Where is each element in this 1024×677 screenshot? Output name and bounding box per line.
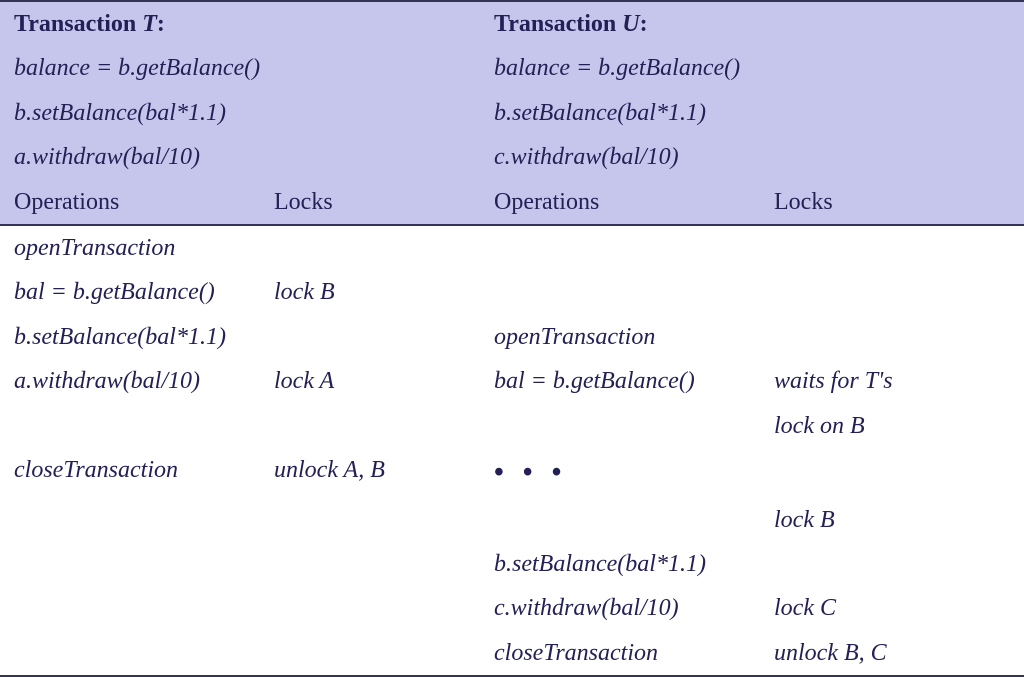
table-body: openTransactionbal = b.getBalance()lock …	[0, 225, 1024, 676]
code-t-3: a.withdraw(bal/10)	[0, 135, 480, 179]
cell-u-op	[480, 270, 760, 314]
header-u-var: U	[622, 11, 639, 37]
subheader-row: Operations Locks Operations Locks	[0, 180, 1024, 225]
header-t-var: T	[142, 11, 157, 37]
code-row-2: b.setBalance(bal*1.1) b.setBalance(bal*1…	[0, 91, 1024, 135]
cell-t-op	[0, 498, 260, 542]
cell-u-op	[480, 225, 760, 270]
cell-u-op: • • •	[480, 448, 760, 498]
header-u-suffix: :	[640, 11, 648, 37]
cell-t-lock	[260, 315, 480, 359]
header-u-prefix: Transaction	[494, 11, 622, 37]
cell-t-op	[0, 586, 260, 630]
table-row: lock B	[0, 498, 1024, 542]
table-row: bal = b.getBalance()lock B	[0, 270, 1024, 314]
cell-u-lock: waits for T's	[760, 359, 1024, 403]
cell-u-lock	[760, 542, 1024, 586]
code-t-2: b.setBalance(bal*1.1)	[0, 91, 480, 135]
table-row: a.withdraw(bal/10)lock Abal = b.getBalan…	[0, 359, 1024, 403]
subheader-u-ops: Operations	[480, 180, 760, 225]
code-t-1: balance = b.getBalance()	[0, 46, 480, 90]
cell-t-lock	[260, 404, 480, 448]
cell-t-lock	[260, 542, 480, 586]
cell-u-lock: unlock B, C	[760, 631, 1024, 676]
cell-t-lock	[260, 498, 480, 542]
cell-u-op: closeTransaction	[480, 631, 760, 676]
cell-u-lock	[760, 448, 1024, 498]
code-u-3: c.withdraw(bal/10)	[480, 135, 1024, 179]
code-u-1: balance = b.getBalance()	[480, 46, 1024, 90]
cell-t-op	[0, 404, 260, 448]
cell-u-lock: lock C	[760, 586, 1024, 630]
header-t-suffix: :	[157, 11, 165, 37]
cell-u-op: bal = b.getBalance()	[480, 359, 760, 403]
table-row: b.setBalance(bal*1.1)	[0, 542, 1024, 586]
cell-u-op	[480, 404, 760, 448]
code-u-2: b.setBalance(bal*1.1)	[480, 91, 1024, 135]
cell-u-lock: lock B	[760, 498, 1024, 542]
code-row-1: balance = b.getBalance() balance = b.get…	[0, 46, 1024, 90]
header-t-prefix: Transaction	[14, 11, 142, 37]
subheader-t-ops: Operations	[0, 180, 260, 225]
cell-t-op	[0, 631, 260, 676]
cell-u-lock	[760, 225, 1024, 270]
header-row: Transaction T: Transaction U:	[0, 1, 1024, 46]
cell-u-lock	[760, 270, 1024, 314]
cell-t-op: b.setBalance(bal*1.1)	[0, 315, 260, 359]
table-row: lock on B	[0, 404, 1024, 448]
table-container: Transaction T: Transaction U: balance = …	[0, 0, 1024, 667]
table-row: closeTransactionunlock B, C	[0, 631, 1024, 676]
cell-t-op: a.withdraw(bal/10)	[0, 359, 260, 403]
cell-t-lock: unlock A, B	[260, 448, 480, 498]
cell-t-lock: lock A	[260, 359, 480, 403]
cell-t-lock	[260, 225, 480, 270]
cell-t-op: closeTransaction	[0, 448, 260, 498]
cell-u-op: b.setBalance(bal*1.1)	[480, 542, 760, 586]
cell-u-lock: lock on B	[760, 404, 1024, 448]
header-u: Transaction U:	[480, 1, 1024, 46]
cell-t-op	[0, 542, 260, 586]
cell-t-op: openTransaction	[0, 225, 260, 270]
cell-t-lock: lock B	[260, 270, 480, 314]
cell-u-op: c.withdraw(bal/10)	[480, 586, 760, 630]
transaction-table: Transaction T: Transaction U: balance = …	[0, 0, 1024, 677]
table-row: c.withdraw(bal/10)lock C	[0, 586, 1024, 630]
table-row: b.setBalance(bal*1.1) openTransaction	[0, 315, 1024, 359]
cell-u-op: openTransaction	[480, 315, 760, 359]
subheader-t-locks: Locks	[260, 180, 480, 225]
cell-t-lock	[260, 586, 480, 630]
cell-t-lock	[260, 631, 480, 676]
table-row: closeTransactionunlock A, B• • •	[0, 448, 1024, 498]
cell-u-lock	[760, 315, 1024, 359]
subheader-u-locks: Locks	[760, 180, 1024, 225]
code-row-3: a.withdraw(bal/10) c.withdraw(bal/10)	[0, 135, 1024, 179]
table-row: openTransaction	[0, 225, 1024, 270]
cell-u-op	[480, 498, 760, 542]
cell-t-op: bal = b.getBalance()	[0, 270, 260, 314]
header-t: Transaction T:	[0, 1, 480, 46]
